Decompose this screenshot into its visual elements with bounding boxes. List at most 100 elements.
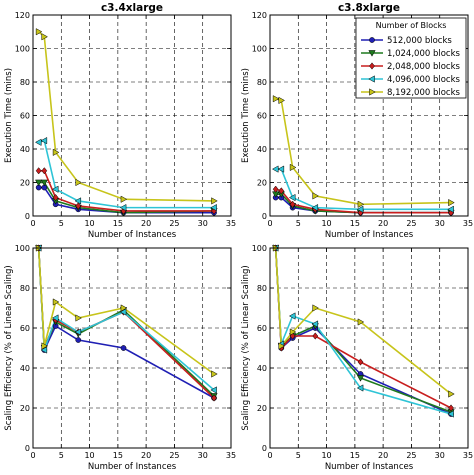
x-tick-label: 15 — [350, 219, 360, 228]
x-tick-label: 15 — [113, 219, 123, 228]
x-tick-label: 5 — [59, 451, 64, 460]
data-point-4-096-000-blocks — [311, 320, 319, 328]
x-tick-label: 0 — [30, 219, 35, 228]
data-point-4-096-000-blocks — [288, 312, 296, 320]
data-point-8-192-000-blocks — [75, 314, 82, 322]
y-tick-label: 80 — [20, 284, 30, 293]
legend-entry-512-000-blocks: 512,000 blocks — [387, 36, 452, 46]
data-point-8-192-000-blocks — [448, 198, 455, 207]
legend-box — [355, 17, 467, 99]
data-point-4-096-000-blocks — [74, 328, 82, 336]
y-tick-label: 20 — [257, 179, 267, 188]
y-tick-label: 40 — [257, 145, 267, 154]
x-tick-label: 15 — [113, 451, 123, 460]
x-axis-label: Number of Instances — [88, 462, 177, 472]
data-point-4-096-000-blocks — [271, 165, 279, 173]
y-tick-label: 20 — [257, 404, 267, 413]
data-point-8-192-000-blocks — [278, 342, 286, 350]
y-axis-label: Scaling Efficiency (% of Linear Scaling) — [4, 265, 14, 430]
y-tick-label: 40 — [257, 364, 267, 373]
data-point-4-096-000-blocks — [40, 137, 48, 145]
y-tick-label: 0 — [262, 212, 267, 221]
x-tick-label: 20 — [141, 219, 151, 228]
data-point-8-192-000-blocks — [312, 192, 319, 200]
x-tick-label: 10 — [321, 451, 331, 460]
data-point-4-096-000-blocks — [356, 205, 364, 213]
data-point-8-192-000-blocks — [289, 163, 297, 172]
x-axis-label: Number of Instances — [325, 230, 414, 240]
x-tick-label: 20 — [141, 451, 151, 460]
data-point-2-048-000-blocks — [35, 167, 42, 175]
data-point-8-192-000-blocks — [120, 195, 128, 203]
x-tick-label: 10 — [84, 451, 94, 460]
data-point-8-192-000-blocks — [448, 390, 455, 398]
data-point-4-096-000-blocks — [51, 185, 59, 193]
legend-entry-1-024-000-blocks: 1,024,000 blocks — [387, 49, 461, 59]
x-tick-label: 35 — [226, 451, 236, 460]
y-tick-label: 0 — [25, 212, 30, 221]
data-point-8-192-000-blocks — [52, 148, 60, 156]
x-tick-label: 25 — [169, 451, 179, 460]
y-tick-label: 80 — [257, 78, 267, 87]
y-tick-label: 20 — [20, 404, 30, 413]
data-point-2-048-000-blocks — [357, 358, 364, 366]
x-tick-label: 0 — [30, 451, 35, 460]
y-tick-label: 100 — [15, 45, 30, 54]
data-point-8-192-000-blocks — [75, 178, 82, 187]
series-line-4-096-000-blocks — [274, 247, 452, 415]
data-point-2-048-000-blocks — [448, 404, 454, 412]
data-point-8-192-000-blocks — [41, 33, 49, 41]
data-point-1-024-000-blocks — [40, 179, 48, 187]
chart-panel-4: 0 5 10 15 20 25 30 35 0 20 40 60 80 100 Number of Inst… — [241, 244, 473, 472]
x-tick-label: 25 — [406, 219, 416, 228]
y-tick-label: 120 — [252, 11, 267, 20]
series-line-4-096-000-blocks — [38, 139, 215, 209]
data-point-8-192-000-blocks — [35, 28, 43, 36]
data-point-2-048-000-blocks — [75, 202, 82, 210]
y-tick-label: 100 — [252, 45, 267, 54]
data-point-8-192-000-blocks — [357, 318, 365, 326]
data-point-8-192-000-blocks — [211, 197, 218, 205]
data-point-4-096-000-blocks — [447, 410, 454, 418]
x-tick-label: 20 — [378, 219, 388, 228]
data-point-2-048-000-blocks — [289, 200, 296, 208]
y-tick-label: 60 — [257, 112, 267, 121]
data-point-2-048-000-blocks — [211, 394, 217, 402]
series-line-8-192-000-blocks — [38, 31, 215, 202]
data-point-8-192-000-blocks — [41, 342, 49, 350]
y-axis-label: Scaling Efficiency (% of Linear Scaling) — [241, 265, 251, 430]
chart-title: c3.8xlarge — [338, 2, 400, 14]
y-tick-label: 20 — [20, 179, 30, 188]
data-point-2-048-000-blocks — [278, 187, 285, 195]
legend-entry-4-096-000-blocks: 4,096,000 blocks — [387, 75, 461, 85]
x-axis-label: Number of Instances — [325, 462, 414, 472]
x-tick-label: 35 — [463, 451, 473, 460]
data-point-4-096-000-blocks — [447, 205, 454, 213]
data-point-4-096-000-blocks — [40, 346, 48, 354]
series-line-8-192-000-blocks — [37, 247, 215, 375]
y-tick-label: 40 — [20, 145, 30, 154]
legend-marker-4-096-000-blocks — [368, 75, 375, 83]
y-tick-label: 120 — [15, 11, 30, 20]
x-tick-label: 25 — [406, 451, 416, 460]
data-point-8-192-000-blocks — [357, 200, 365, 208]
series-line-4-096-000-blocks — [37, 247, 215, 391]
y-axis-label: Execution Time (mins) — [4, 68, 14, 163]
y-axis-label: Execution Time (mins) — [241, 68, 251, 163]
x-tick-label: 5 — [296, 219, 301, 228]
y-tick-label: 80 — [257, 284, 267, 293]
series-line-8-192-000-blocks — [274, 247, 452, 395]
series-line-8-192-000-blocks — [275, 97, 452, 206]
x-tick-label: 30 — [198, 219, 208, 228]
y-tick-label: 100 — [252, 244, 267, 253]
data-point-4-096-000-blocks — [356, 384, 364, 392]
x-tick-label: 0 — [267, 451, 272, 460]
x-tick-label: 5 — [59, 219, 64, 228]
series-line-2-048-000-blocks — [38, 169, 215, 212]
x-tick-label: 25 — [169, 219, 179, 228]
y-tick-label: 100 — [15, 244, 30, 253]
data-point-8-192-000-blocks — [289, 328, 297, 336]
data-point-2-048-000-blocks — [272, 185, 279, 193]
series-line-1-024-000-blocks — [274, 247, 452, 413]
